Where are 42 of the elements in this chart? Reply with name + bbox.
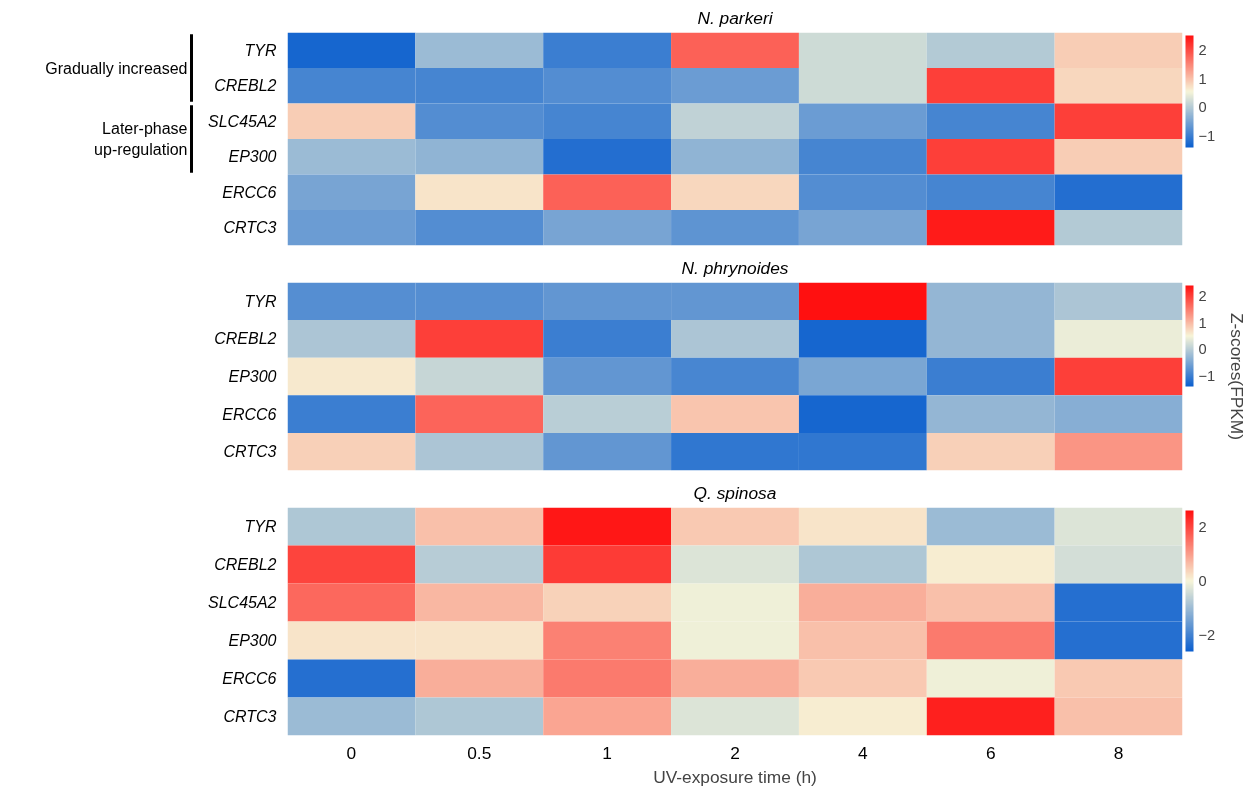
color-bar-title: Z-scores(FPKM) (1226, 312, 1247, 441)
x-tick-label: 0.5 (467, 742, 492, 763)
color-bar-label: 2 (1198, 288, 1207, 305)
y-tick-label: CREBL2 (214, 330, 277, 348)
color-bar-label: 1 (1198, 314, 1207, 331)
x-tick-label: 2 (730, 742, 740, 763)
chart-title: N. parkeri (697, 7, 774, 28)
y-tick-label: CRTC3 (223, 708, 277, 725)
y-tick-label: EP300 (228, 148, 277, 166)
y-tick-label: EP300 (228, 368, 277, 385)
y-tick-label: ERCC6 (222, 183, 277, 201)
color-bar-label: 2 (1198, 41, 1207, 58)
color-bar-label: 0 (1198, 99, 1207, 116)
color-bar-label: 0 (1198, 573, 1207, 589)
x-tick-label: 4 (858, 742, 869, 763)
y-tick-label: CREBL2 (214, 556, 277, 573)
y-tick-label: TYR (244, 518, 277, 535)
x-tick-label: 6 (985, 742, 996, 763)
text: Later-phase up-regulation (94, 120, 188, 158)
y-tick-label: TYR (244, 292, 277, 310)
color-bar-label: −1 (1198, 128, 1216, 145)
y-tick-label: CRTC3 (223, 443, 277, 461)
color-bar-label: −2 (1198, 627, 1216, 644)
color-bar-label: 2 (1198, 518, 1207, 535)
x-tick-label: 0 (346, 742, 357, 763)
x-tick-label: 1 (602, 742, 612, 763)
chart-title: N. phrynoides (681, 257, 789, 278)
color-bar-label: −1 (1198, 367, 1216, 384)
y-tick-label: ERCC6 (222, 670, 277, 687)
y-tick-label: CREBL2 (214, 77, 277, 95)
y-tick-label: TYR (244, 41, 277, 59)
color-bar-label: 1 (1198, 70, 1207, 87)
chart-title: Q. spinosa (693, 482, 777, 503)
color-bar-label: 0 (1198, 341, 1207, 358)
y-tick-label: SLC45A2 (208, 112, 277, 130)
x-tick-label: 8 (1113, 742, 1124, 763)
y-tick-label: EP300 (228, 632, 277, 649)
text: Gradually increased (45, 59, 188, 77)
y-tick-label: SLC45A2 (208, 594, 277, 611)
y-tick-label: ERCC6 (222, 405, 277, 423)
x-axis-title: UV-exposure time (h) (653, 766, 817, 787)
y-tick-label: CRTC3 (223, 219, 277, 237)
